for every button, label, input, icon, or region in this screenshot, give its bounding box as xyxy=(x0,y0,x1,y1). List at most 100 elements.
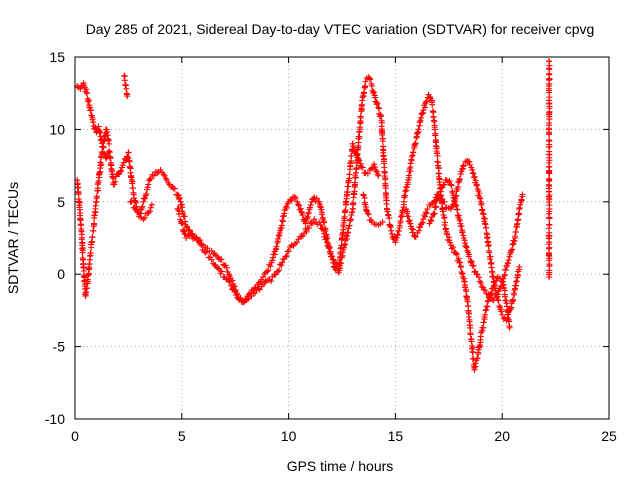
data-point xyxy=(87,107,94,114)
data-point xyxy=(83,285,90,292)
data-point xyxy=(484,303,491,310)
data-point xyxy=(283,204,290,211)
data-point xyxy=(90,221,97,228)
data-point xyxy=(512,233,519,240)
data-point xyxy=(447,181,454,188)
data-point xyxy=(326,244,333,251)
data-point xyxy=(453,202,460,209)
data-point xyxy=(284,248,291,255)
data-point xyxy=(382,175,389,182)
data-point xyxy=(279,259,286,266)
data-point xyxy=(303,228,310,235)
data-point xyxy=(434,152,441,159)
data-point xyxy=(96,169,103,176)
data-point xyxy=(499,278,506,285)
data-point xyxy=(272,251,278,258)
data-point xyxy=(256,286,263,293)
data-point xyxy=(143,190,150,197)
data-point xyxy=(487,253,494,260)
data-point xyxy=(93,193,100,200)
data-point xyxy=(295,201,302,208)
data-point xyxy=(269,257,276,264)
data-point xyxy=(414,129,421,136)
data-point xyxy=(493,295,500,302)
data-point xyxy=(174,191,181,198)
data-point xyxy=(188,232,195,239)
data-point xyxy=(477,279,484,286)
data-point xyxy=(444,231,451,238)
data-point xyxy=(472,177,479,184)
data-point xyxy=(359,164,366,171)
data-point xyxy=(346,171,353,178)
data-point xyxy=(463,244,470,251)
data-point xyxy=(227,282,234,289)
data-point xyxy=(141,195,148,202)
data-point xyxy=(513,278,520,285)
data-point xyxy=(485,297,492,304)
data-point xyxy=(267,263,274,270)
data-point xyxy=(377,113,384,120)
data-point xyxy=(299,212,306,219)
data-point xyxy=(147,204,154,211)
data-point xyxy=(460,162,467,169)
data-point xyxy=(379,138,386,145)
data-point xyxy=(236,296,243,303)
data-point xyxy=(344,189,351,196)
data-point xyxy=(402,188,409,195)
data-point xyxy=(423,98,430,105)
data-point xyxy=(460,232,467,239)
data-point xyxy=(306,204,313,211)
data-point xyxy=(285,248,292,255)
data-point xyxy=(480,324,487,331)
data-point xyxy=(441,198,448,205)
data-point xyxy=(516,204,523,211)
data-point xyxy=(419,110,426,117)
data-point xyxy=(546,215,553,222)
data-point xyxy=(482,287,489,294)
data-point xyxy=(364,210,371,217)
data-point xyxy=(417,224,424,231)
data-point xyxy=(516,263,523,270)
data-point xyxy=(186,226,193,233)
data-point xyxy=(503,317,510,324)
data-point xyxy=(100,138,107,145)
data-point xyxy=(299,232,306,239)
data-point xyxy=(432,204,439,211)
data-point xyxy=(385,212,392,219)
data-point xyxy=(99,149,106,156)
data-point xyxy=(475,274,482,281)
x-tick-label: 25 xyxy=(601,428,617,444)
x-tick-label: 10 xyxy=(281,428,297,444)
data-point xyxy=(317,221,324,228)
data-point xyxy=(435,164,442,171)
data-point xyxy=(501,284,508,291)
data-point xyxy=(197,240,204,247)
data-point xyxy=(176,194,183,201)
data-point xyxy=(456,175,463,182)
data-point xyxy=(435,191,442,198)
data-point xyxy=(510,296,517,303)
data-point xyxy=(512,228,519,235)
data-point xyxy=(376,105,383,112)
y-axis-label: SDTVAR / TECUs xyxy=(5,182,21,294)
data-point xyxy=(288,197,295,204)
data-point xyxy=(545,130,552,137)
data-point xyxy=(218,268,225,275)
data-point xyxy=(171,185,178,192)
data-point xyxy=(418,220,425,227)
x-tick-label: 20 xyxy=(494,428,510,444)
data-point xyxy=(429,101,436,108)
data-point xyxy=(406,174,413,181)
data-point xyxy=(146,208,153,215)
data-point xyxy=(243,296,250,303)
data-point xyxy=(353,165,360,172)
data-point xyxy=(410,226,417,233)
data-point xyxy=(431,210,438,217)
data-point xyxy=(466,161,473,168)
data-point xyxy=(144,184,151,191)
data-point xyxy=(406,217,413,224)
data-point xyxy=(468,338,475,345)
data-point xyxy=(292,194,299,201)
data-point xyxy=(306,224,313,231)
